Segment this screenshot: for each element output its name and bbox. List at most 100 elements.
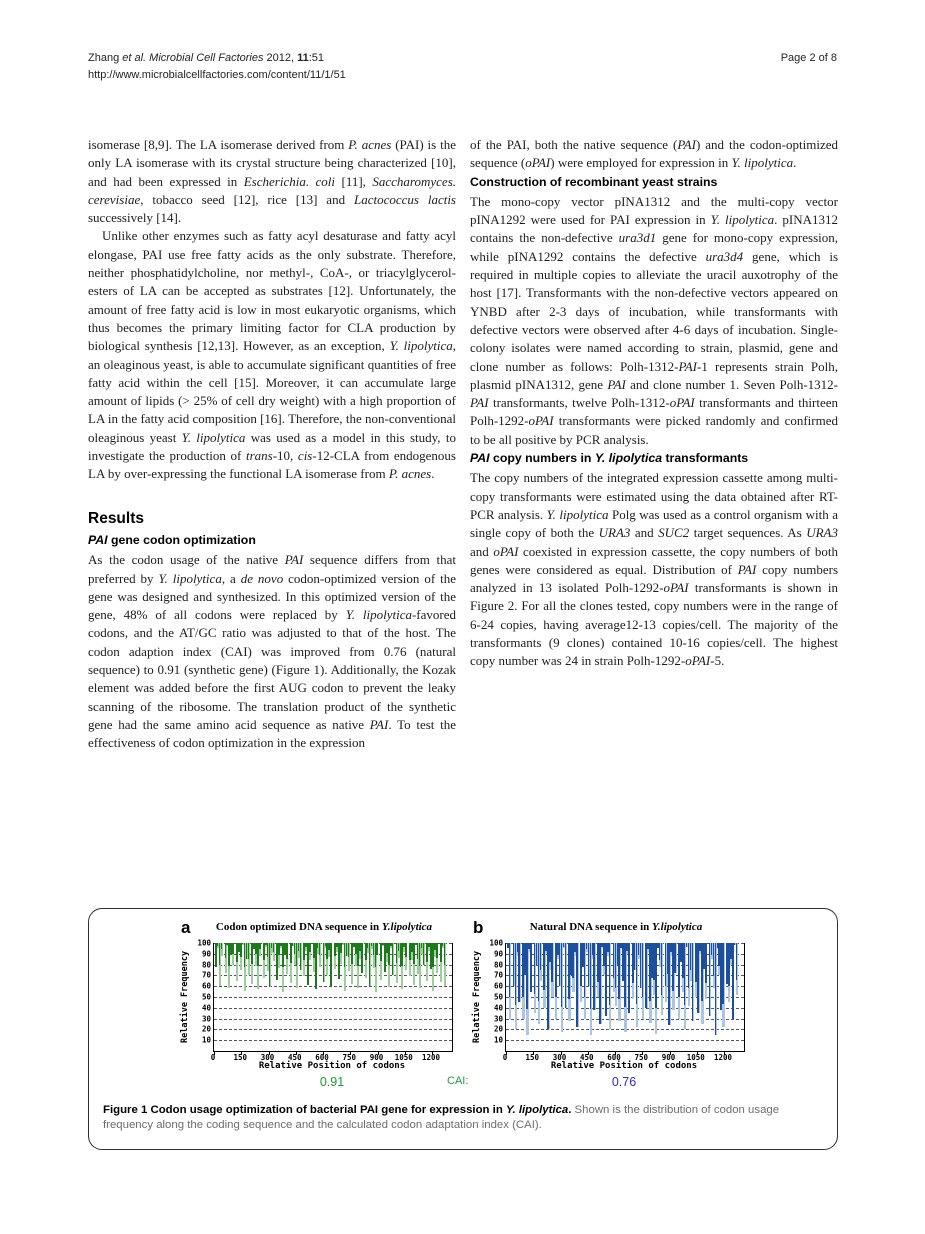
bar xyxy=(626,943,628,951)
gridline xyxy=(214,1040,452,1042)
bar xyxy=(645,943,647,1008)
bar xyxy=(311,943,313,944)
bar xyxy=(562,943,565,947)
bar xyxy=(263,943,265,961)
bar xyxy=(216,943,219,949)
bar xyxy=(434,943,437,958)
x-tick-mark xyxy=(724,1051,725,1055)
y-tick: 70 xyxy=(201,970,211,980)
bar xyxy=(524,943,526,976)
bar xyxy=(558,943,561,987)
bar xyxy=(434,943,436,951)
bar xyxy=(380,943,382,962)
y-tick: 20 xyxy=(201,1024,211,1034)
x-tick-mark xyxy=(432,1051,433,1055)
bar xyxy=(316,943,319,949)
bar xyxy=(403,943,405,948)
bar xyxy=(276,943,279,980)
chart-natural-sequence: Relative Frequency 10 20 30 40 50 60 70 80 90 100… xyxy=(471,939,761,1089)
x-tick: 600 xyxy=(315,1053,329,1062)
bar xyxy=(526,943,528,1010)
bar xyxy=(224,943,227,959)
bar xyxy=(710,943,713,955)
y-tick: 90 xyxy=(493,949,503,959)
bar xyxy=(733,943,736,945)
bar xyxy=(266,943,269,972)
bar xyxy=(255,943,258,966)
subheading-pai-copy-numbers: PAI copy numbers in Y. lipolytica transf… xyxy=(470,451,749,466)
bar xyxy=(639,943,642,989)
bar xyxy=(432,943,435,991)
bar xyxy=(351,943,354,964)
bar xyxy=(432,943,434,967)
bar xyxy=(239,943,242,957)
bar xyxy=(336,943,338,948)
bar xyxy=(608,943,611,1006)
bar xyxy=(282,943,285,992)
bar xyxy=(708,943,711,1017)
bar xyxy=(282,943,284,968)
bar xyxy=(695,943,697,982)
bar xyxy=(218,943,221,965)
bar xyxy=(585,943,588,950)
bar xyxy=(305,943,308,951)
bar xyxy=(589,943,592,1010)
bar xyxy=(389,943,392,946)
bar xyxy=(313,943,316,973)
x-tick: 1200 xyxy=(713,1053,733,1062)
bar xyxy=(239,943,242,970)
subheading-construction: Construction of recombinant yeast strain… xyxy=(470,174,718,189)
bar xyxy=(726,943,728,985)
y-tick: 10 xyxy=(201,1035,211,1045)
plot-area xyxy=(213,943,453,1055)
x-tick-mark xyxy=(350,1051,352,1055)
subheading-pai-gene-codon-optimization: PAI gene codon optimization xyxy=(88,532,256,547)
bar xyxy=(270,943,273,953)
bar xyxy=(649,943,651,1001)
bar xyxy=(416,943,419,975)
bar xyxy=(436,943,439,974)
bar xyxy=(374,943,377,992)
bar xyxy=(339,943,342,964)
bar xyxy=(411,943,414,961)
bar xyxy=(251,943,254,985)
y-tick: 50 xyxy=(201,992,211,1002)
bar xyxy=(334,943,337,969)
bar xyxy=(720,943,722,1010)
bar xyxy=(635,943,638,1004)
y-tick: 30 xyxy=(201,1014,211,1024)
bar xyxy=(418,943,421,966)
bar xyxy=(238,943,240,952)
bar xyxy=(278,943,280,956)
bar xyxy=(388,943,390,988)
bar xyxy=(336,943,339,952)
x-tick-mark xyxy=(404,1051,406,1055)
bar xyxy=(556,943,559,955)
x-tick: 150 xyxy=(233,1053,248,1062)
bar xyxy=(370,943,373,950)
bar xyxy=(263,943,266,978)
bar xyxy=(341,943,344,946)
figure-panels: a Codon optimized DNA sequence in Y.lipo… xyxy=(89,909,837,1093)
y-tick-labels: 10 20 30 40 50 60 70 80 90 100 xyxy=(486,939,503,1051)
x-tick: 1050 xyxy=(394,1053,413,1062)
bar xyxy=(674,943,676,974)
x-tick: 1200 xyxy=(421,1053,441,1062)
bar xyxy=(303,943,305,960)
y-tick: 40 xyxy=(201,1003,211,1013)
bar xyxy=(289,943,292,963)
bar xyxy=(570,943,572,976)
bar xyxy=(374,943,377,968)
x-tick: 1050 xyxy=(686,1053,705,1062)
bar xyxy=(286,943,288,959)
x-tick-mark xyxy=(669,1051,671,1055)
gridline xyxy=(214,1007,452,1009)
bar xyxy=(441,943,444,946)
bar xyxy=(622,943,624,981)
bar xyxy=(264,943,267,948)
bar xyxy=(703,943,705,969)
bar xyxy=(628,943,630,1014)
bar xyxy=(382,943,384,945)
bar xyxy=(218,943,221,987)
